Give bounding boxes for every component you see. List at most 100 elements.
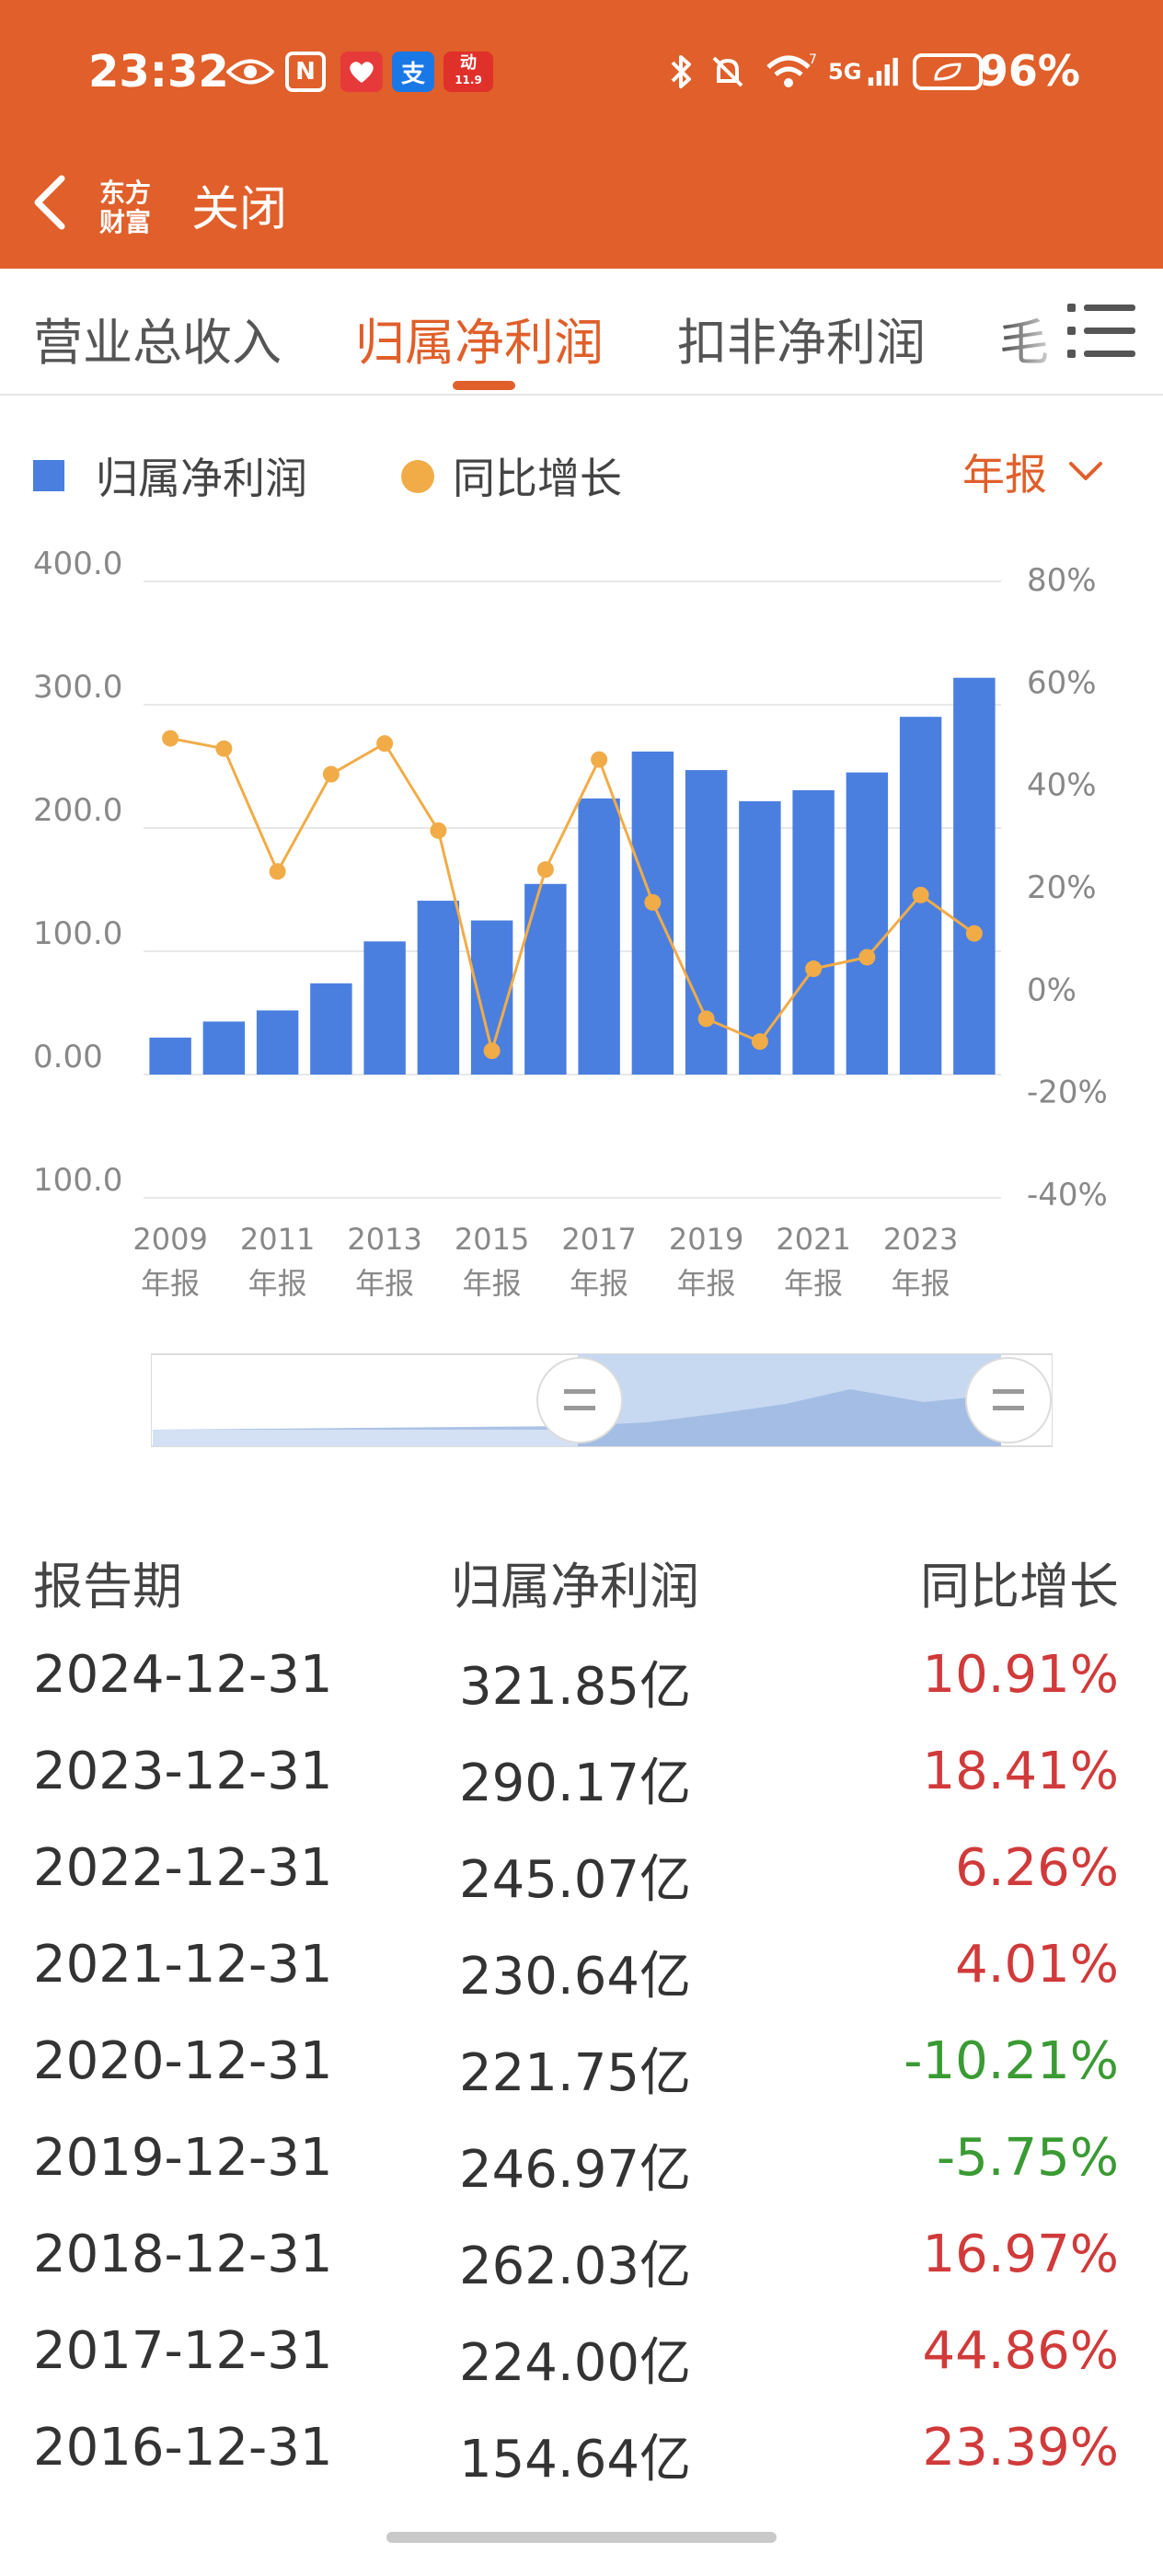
row-growth: -10.21%: [904, 2031, 1119, 2091]
growth-point: [215, 740, 233, 757]
growth-point: [269, 863, 286, 880]
row-growth: 6.26%: [955, 1838, 1119, 1898]
nav-bar: 东方 财富 关闭: [0, 147, 1163, 269]
wifi-badge: 7: [809, 52, 817, 67]
growth-point: [162, 730, 179, 747]
row-period: 2017-12-31: [33, 2321, 333, 2381]
row-growth: 23.39%: [922, 2418, 1119, 2478]
back-icon[interactable]: [22, 166, 77, 248]
y-left-tick-label: 300.0: [33, 669, 122, 706]
y-right-tick-label: 80%: [1027, 562, 1097, 599]
x-tick-label: 2021: [776, 1222, 850, 1257]
header-period: 报告期: [33, 1558, 182, 1616]
app-logo: 东方 财富: [92, 166, 158, 250]
table-row[interactable]: 2022-12-31 245.07亿 6.26%: [0, 1820, 1163, 1916]
growth-point: [430, 822, 447, 839]
growth-point: [805, 960, 823, 978]
row-growth: 16.97%: [922, 2225, 1119, 2284]
close-button[interactable]: 关闭: [191, 182, 288, 237]
eye-icon: [225, 52, 276, 92]
row-profit: 230.64亿: [459, 1947, 691, 2007]
tab-deducted-net-profit[interactable]: 扣非净利润: [677, 314, 926, 372]
tab-indicator: [453, 381, 515, 390]
y-left-tick-label: 200.0: [33, 792, 122, 829]
home-indicator: [386, 2532, 777, 2543]
app-header: 23:32 N 支 动 11.9 7 5G 96%: [0, 0, 1163, 269]
row-profit: 224.00亿: [459, 2333, 691, 2393]
x-tick-label: 2015: [455, 1222, 529, 1257]
chart-legend: 归属净利润 同比增长 年报: [0, 432, 1163, 515]
tab-revenue[interactable]: 营业总收入: [33, 314, 282, 372]
y-right-tick-label: -20%: [1027, 1075, 1108, 1111]
app-icon: 动 11.9: [443, 52, 493, 92]
table-row[interactable]: 2017-12-31 224.00亿 44.86%: [0, 2303, 1163, 2399]
table-row[interactable]: 2021-12-31 230.64亿 4.01%: [0, 1916, 1163, 2013]
y-right-tick-label: 40%: [1027, 767, 1097, 804]
x-tick-sublabel: 年报: [141, 1266, 200, 1301]
x-tick-label: 2023: [883, 1222, 958, 1257]
tab-fade: [1003, 269, 1067, 388]
wifi-icon: 7: [764, 52, 819, 92]
row-period: 2023-12-31: [33, 1742, 333, 1801]
x-tick-label: 2017: [561, 1222, 636, 1257]
x-tick-sublabel: 年报: [570, 1266, 628, 1301]
table-row[interactable]: 2018-12-31 262.03亿 16.97%: [0, 2206, 1163, 2303]
slider-handle-right[interactable]: [965, 1357, 1052, 1443]
slider-handle-left[interactable]: [536, 1357, 623, 1443]
table-row[interactable]: 2024-12-31 321.85亿 10.91%: [0, 1627, 1163, 1723]
row-period: 2019-12-31: [33, 2128, 333, 2188]
legend-line-swatch: [401, 460, 434, 493]
bar: [149, 1037, 191, 1075]
row-growth: 4.01%: [955, 1935, 1119, 1995]
legend-line-label: 同比增长: [453, 454, 622, 503]
x-tick-label: 2019: [669, 1222, 743, 1257]
row-growth: 10.91%: [922, 1645, 1119, 1705]
growth-point: [697, 1010, 715, 1028]
row-period: 2022-12-31: [33, 1838, 333, 1898]
row-profit: 221.75亿: [459, 2043, 691, 2103]
table-row[interactable]: 2020-12-31 221.75亿 -10.21%: [0, 2013, 1163, 2110]
alipay-icon: 支: [392, 52, 434, 92]
growth-line: [169, 737, 975, 1056]
x-tick-sublabel: 年报: [892, 1266, 950, 1301]
tab-bar: 营业总收入 归属净利润 扣非净利润 毛: [0, 269, 1163, 396]
period-selector[interactable]: 年报: [962, 450, 1047, 500]
mute-icon: [707, 52, 749, 92]
tab-net-profit[interactable]: 归属净利润: [355, 314, 604, 372]
status-bar: 23:32 N 支 动 11.9 7 5G 96%: [0, 0, 1163, 147]
growth-point: [536, 861, 554, 879]
nfc-icon: N: [285, 52, 326, 92]
logo-line-1: 东方: [98, 178, 151, 208]
row-period: 2016-12-31: [33, 2418, 333, 2478]
signal-icon: 5G: [828, 52, 900, 92]
x-tick-sublabel: 年报: [677, 1266, 736, 1301]
menu-icon[interactable]: [1067, 302, 1137, 361]
row-growth: 18.41%: [922, 1742, 1119, 1801]
y-left-tick-label: 400.0: [33, 546, 122, 582]
slider-overview-base: [153, 1430, 578, 1446]
battery-percent: 96%: [978, 46, 1080, 96]
growth-point: [644, 893, 662, 911]
app-icon: [340, 52, 383, 92]
row-period: 2020-12-31: [33, 2031, 333, 2091]
row-period: 2021-12-31: [33, 1935, 333, 1995]
bar: [631, 751, 674, 1075]
table-header: 报告期 归属净利润 同比增长: [0, 1527, 1163, 1627]
signal-label: 5G: [828, 59, 862, 85]
table-row[interactable]: 2023-12-31 290.17亿 18.41%: [0, 1723, 1163, 1820]
row-growth: 44.86%: [922, 2321, 1119, 2381]
row-profit: 245.07亿: [459, 1850, 691, 1910]
row-growth: -5.75%: [936, 2128, 1119, 2188]
table-body: 2024-12-31 321.85亿 10.91% 2023-12-31 290.17亿…: [0, 1627, 1163, 2496]
chevron-down-icon[interactable]: [1067, 453, 1104, 489]
bar: [685, 770, 728, 1075]
bar: [953, 677, 996, 1075]
bar: [256, 1010, 299, 1075]
status-time: 23:32: [88, 46, 229, 98]
growth-point: [376, 735, 394, 753]
header-profit: 归属净利润: [451, 1558, 699, 1616]
table-row[interactable]: 2019-12-31 246.97亿 -5.75%: [0, 2110, 1163, 2206]
range-slider[interactable]: [150, 1352, 1054, 1448]
table-row[interactable]: 2016-12-31 154.64亿 23.39%: [0, 2399, 1163, 2496]
y-right-tick-label: 60%: [1027, 664, 1097, 701]
